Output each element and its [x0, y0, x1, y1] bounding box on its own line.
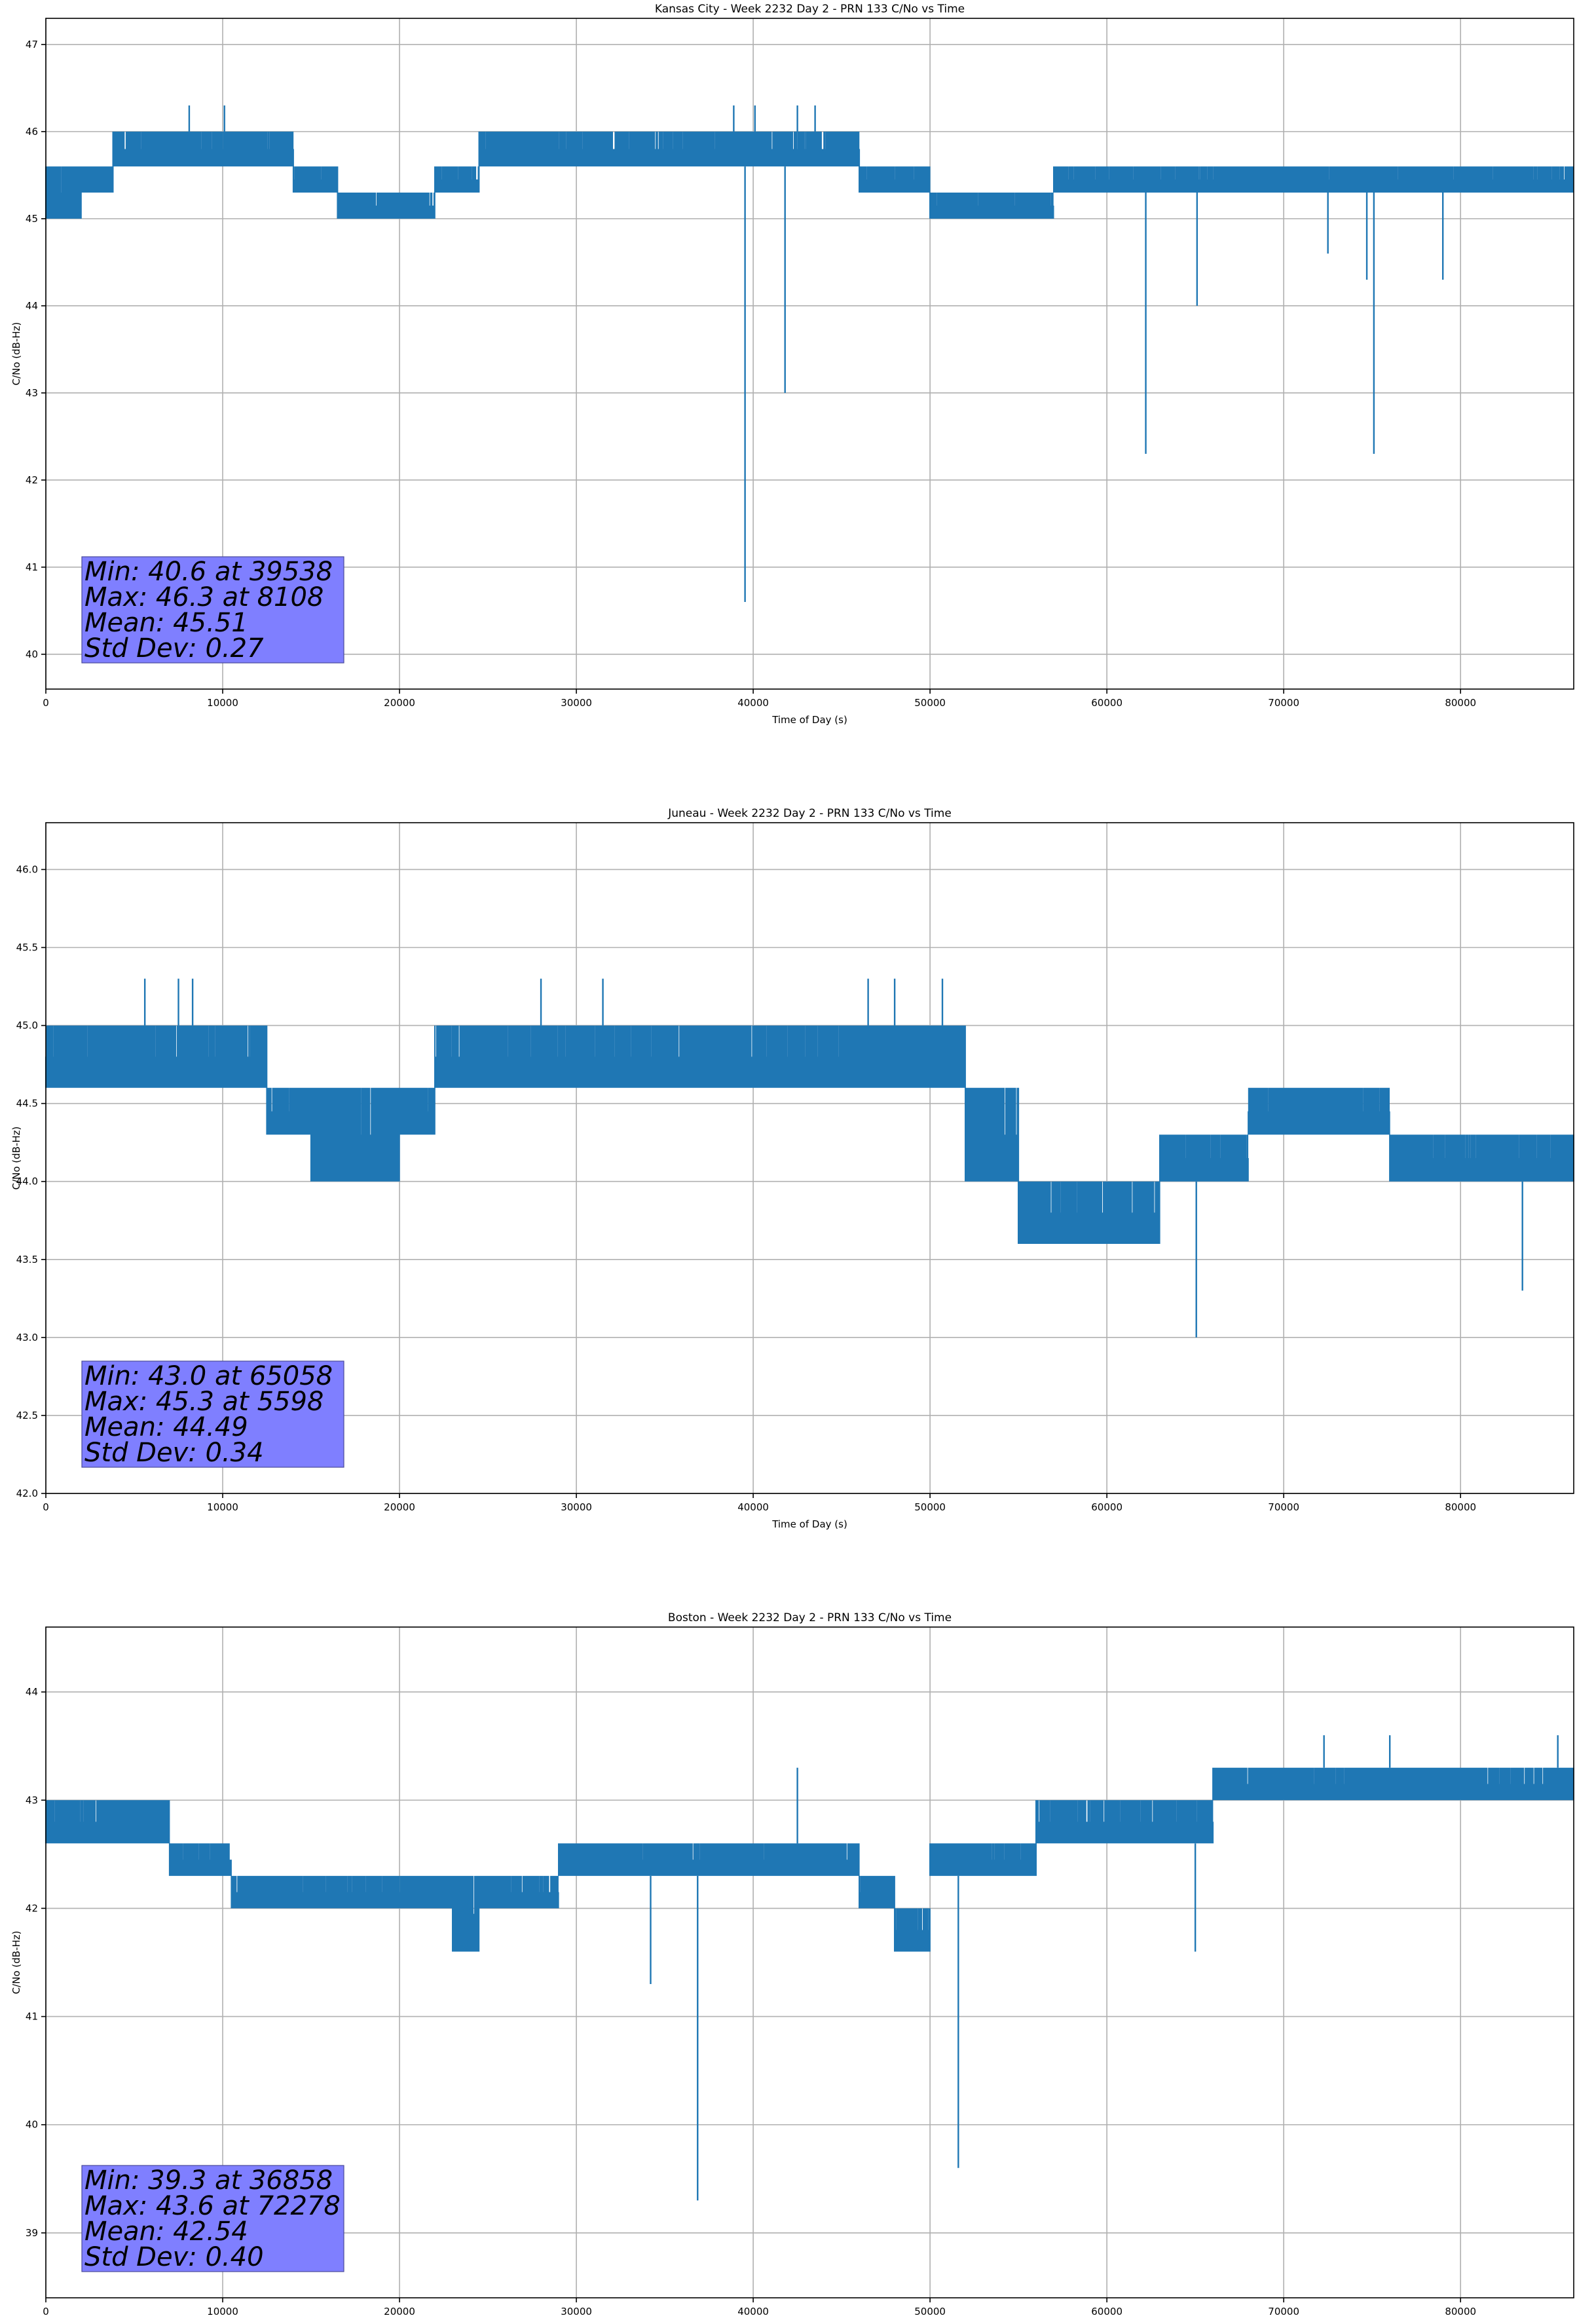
- x-tick-label: 30000: [561, 2306, 592, 2317]
- x-tick-label: 0: [43, 697, 49, 709]
- y-tick-label: 40: [26, 2119, 38, 2131]
- stats-box-line: Min: 43.0 at 65058: [84, 1361, 333, 1391]
- y-axis-label: C/No (dB-Hz): [10, 1931, 22, 1995]
- x-tick-label: 50000: [914, 2306, 946, 2317]
- x-tick-label: 80000: [1445, 1501, 1476, 1513]
- x-tick-label: 40000: [737, 2306, 769, 2317]
- x-tick-label: 20000: [384, 1501, 415, 1513]
- y-tick-label: 45: [26, 213, 38, 225]
- x-tick-label: 80000: [1445, 697, 1476, 709]
- y-tick-label: 43: [26, 387, 38, 399]
- x-tick-label: 10000: [207, 1501, 238, 1513]
- chart-title: Juneau - Week 2232 Day 2 - PRN 133 C/No …: [667, 807, 952, 820]
- x-tick-label: 0: [43, 2306, 49, 2317]
- y-tick-label: 44.0: [16, 1176, 38, 1188]
- stats-box-line: Min: 40.6 at 39538: [84, 557, 333, 587]
- chart-panel: 0 10000 20000 30000 40000 50000 60000 70000 8000…: [10, 1611, 1574, 2324]
- x-tick-label: 70000: [1268, 2306, 1299, 2317]
- x-tick-label: 30000: [561, 697, 592, 709]
- x-tick-label: 10000: [207, 2306, 238, 2317]
- chart-title: Boston - Week 2232 Day 2 - PRN 133 C/No …: [668, 1611, 952, 1624]
- x-tick-label: 40000: [737, 697, 769, 709]
- chart-panel: 0 10000 20000 30000 40000 50000 60000 70000 8000…: [10, 807, 1574, 1530]
- stats-box-line: Max: 45.3 at 5598: [84, 1387, 324, 1417]
- y-tick-label: 45.5: [16, 942, 38, 954]
- stats-box-line: Mean: 44.49: [84, 1412, 248, 1442]
- plot-frame: [45, 822, 1574, 1494]
- plot-frame: [45, 18, 1574, 690]
- y-tick-label: 42: [26, 1902, 38, 1914]
- y-tick-label: 44: [26, 1686, 38, 1698]
- x-axis-label: Time of Day (s): [771, 1518, 847, 1530]
- y-tick-label: 43: [26, 1794, 38, 1806]
- y-tick-label: 42: [26, 474, 38, 486]
- y-tick-label: 41: [26, 561, 38, 573]
- y-tick-label: 43.0: [16, 1332, 38, 1343]
- stats-box-line: Mean: 42.54: [84, 2217, 248, 2247]
- stats-box-line: Max: 43.6 at 72278: [84, 2191, 341, 2221]
- y-tick-label: 43.5: [16, 1254, 38, 1265]
- y-axis-label: C/No (dB-Hz): [10, 1127, 22, 1190]
- stats-box-background: [81, 2165, 344, 2272]
- x-tick-label: 60000: [1091, 1501, 1122, 1513]
- y-tick-label: 46: [26, 126, 38, 138]
- x-tick-label: 60000: [1091, 697, 1122, 709]
- y-axis-label: C/No (dB-Hz): [10, 322, 22, 386]
- y-tick-label: 47: [26, 39, 38, 50]
- x-axis-label: Time of Day (s): [771, 714, 847, 726]
- x-tick-label: 70000: [1268, 1501, 1299, 1513]
- x-tick-label: 20000: [384, 697, 415, 709]
- x-tick-label: 60000: [1091, 2306, 1122, 2317]
- x-tick-label: 50000: [914, 697, 946, 709]
- x-tick-label: 40000: [737, 1501, 769, 1513]
- y-tick-label: 39: [26, 2227, 38, 2239]
- x-tick-label: 80000: [1445, 2306, 1476, 2317]
- y-tick-label: 44: [26, 300, 38, 312]
- y-tick-label: 40: [26, 648, 38, 660]
- y-tick-label: 41: [26, 2011, 38, 2023]
- stats-box-line: Std Dev: 0.27: [84, 633, 264, 664]
- chart-title: Kansas City - Week 2232 Day 2 - PRN 133 …: [655, 3, 965, 16]
- y-tick-label: 42.5: [16, 1410, 38, 1421]
- x-tick-label: 50000: [914, 1501, 946, 1513]
- y-tick-label: 44.5: [16, 1098, 38, 1110]
- x-tick-label: 10000: [207, 697, 238, 709]
- x-axis-label: Time of Day (s): [771, 2323, 847, 2324]
- plot-frame: [45, 1626, 1574, 2298]
- stats-box-line: Mean: 45.51: [84, 608, 248, 638]
- stats-box-line: Std Dev: 0.40: [84, 2242, 264, 2272]
- stats-box-line: Min: 39.3 at 36858: [84, 2165, 333, 2196]
- y-tick-label: 42.0: [16, 1488, 38, 1499]
- x-tick-label: 70000: [1268, 697, 1299, 709]
- stats-box-background: [81, 1360, 344, 1468]
- stats-box-background: [81, 556, 344, 664]
- chart-panel: 0 10000 20000 30000 40000 50000 60000 70000 8000…: [10, 3, 1574, 726]
- stats-box-line: Max: 46.3 at 8108: [84, 582, 324, 612]
- stats-box-line: Std Dev: 0.34: [84, 1438, 264, 1468]
- x-tick-label: 30000: [561, 1501, 592, 1513]
- x-tick-label: 0: [43, 1501, 49, 1513]
- y-tick-label: 45.0: [16, 1020, 38, 1032]
- x-tick-label: 20000: [384, 2306, 415, 2317]
- y-tick-label: 46.0: [16, 863, 38, 875]
